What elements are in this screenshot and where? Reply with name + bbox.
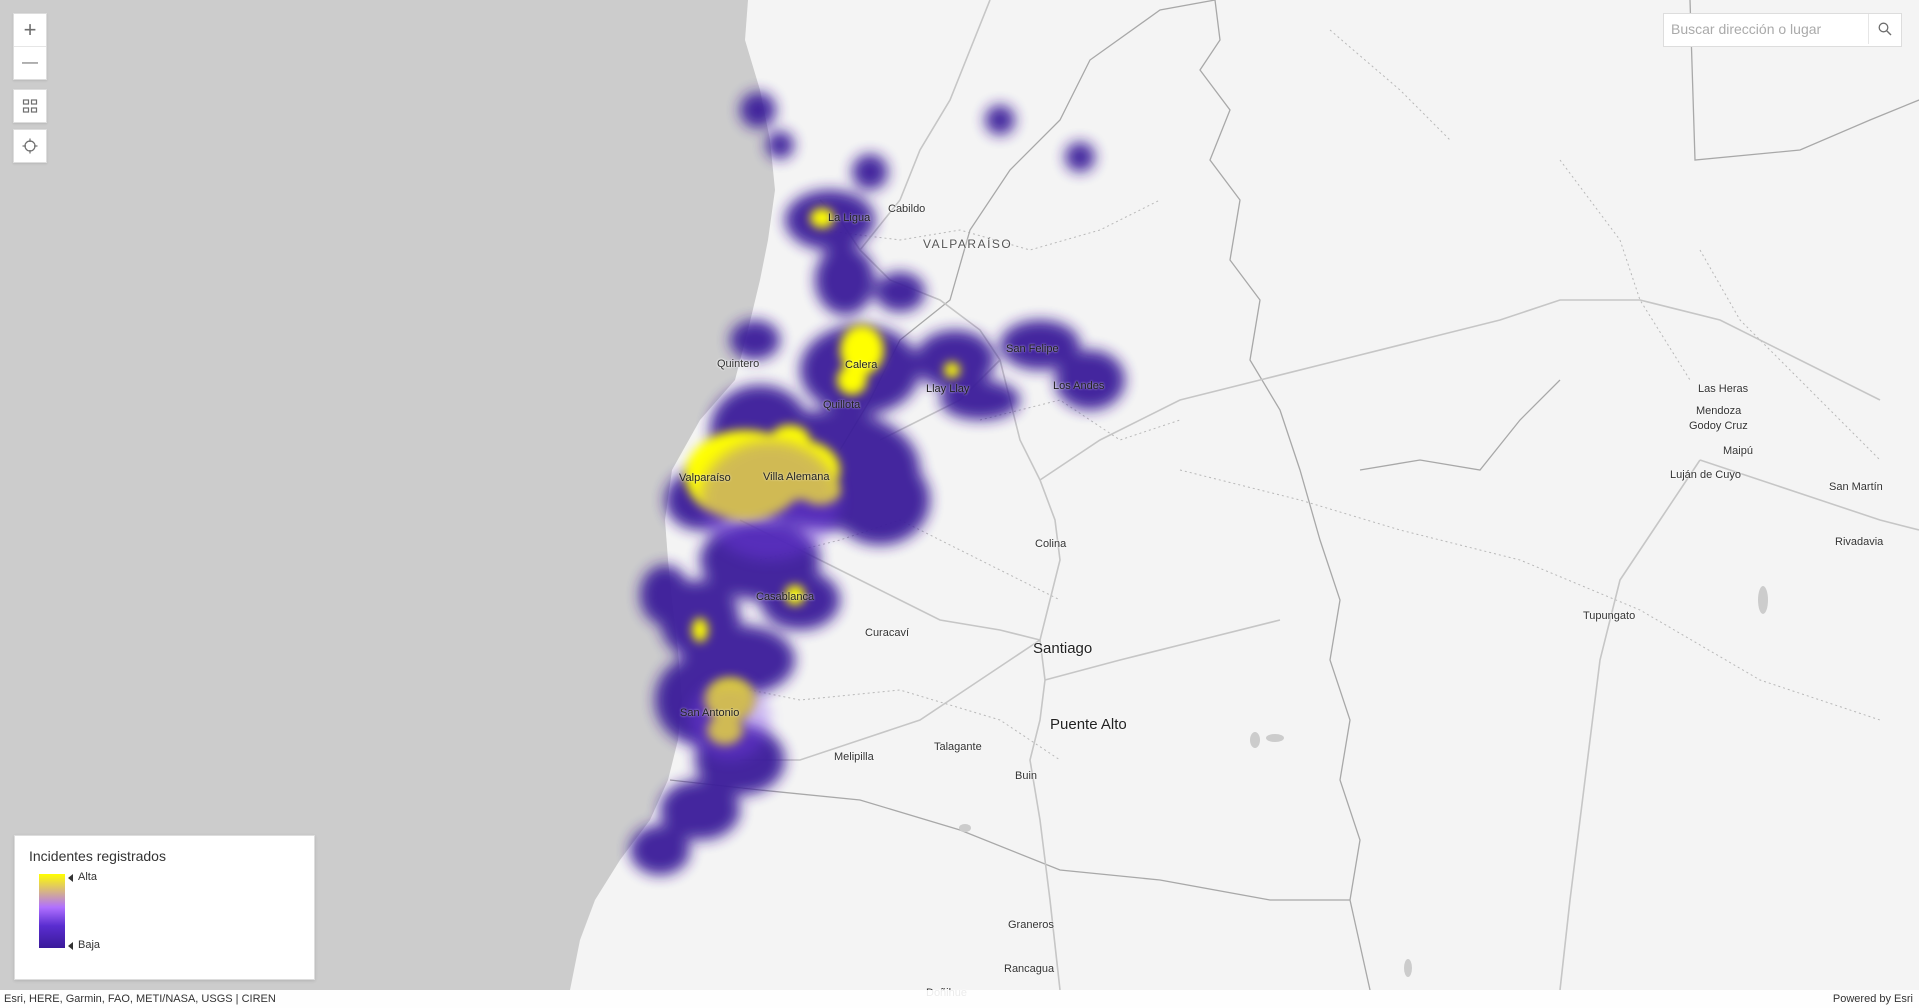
label-la-ligua: La Ligua [828, 212, 871, 224]
label-quintero: Quintero [717, 358, 760, 370]
legend-low-marker [68, 942, 73, 950]
legend-title: Incidentes registrados [29, 848, 166, 864]
zoom-in-button[interactable]: + [23, 17, 37, 42]
ocean [0, 0, 775, 990]
legend-color-ramp [39, 874, 65, 948]
search-button[interactable] [1868, 14, 1901, 44]
label-melipilla: Melipilla [834, 751, 874, 763]
basemap-gallery-button[interactable] [13, 89, 47, 123]
label-rancagua: Rancagua [1004, 963, 1055, 975]
search-icon [1878, 22, 1892, 36]
label-graneros: Graneros [1008, 919, 1054, 931]
label-santiago: Santiago [1033, 640, 1093, 657]
label-los-andes: Los Andes [1053, 380, 1105, 392]
legend-low-label: Baja [78, 939, 101, 951]
legend-high-marker [68, 874, 73, 882]
zoom-controls: + — [13, 13, 47, 80]
label-mendoza: Mendoza [1696, 405, 1742, 417]
label-lujan-de-cuyo: Luján de Cuyo [1670, 469, 1741, 481]
label-las-heras: Las Heras [1698, 383, 1749, 395]
lakes [959, 586, 1768, 977]
label-colina: Colina [1035, 538, 1067, 550]
grid-icon [22, 99, 38, 113]
label-maipu: Maipú [1723, 445, 1753, 457]
label-casablanca: Casablanca [756, 591, 815, 603]
attribution-sources[interactable]: Esri, HERE, Garmin, FAO, METI/NASA, USGS… [4, 993, 276, 1005]
label-llay-llay: Llay Llay [926, 383, 970, 395]
legend-panel: Incidentes registrados Alta Baja [14, 835, 315, 980]
locate-button[interactable] [13, 129, 47, 163]
legend-high-label: Alta [78, 871, 97, 883]
zoom-out-button[interactable]: — [14, 46, 46, 79]
label-godoy-cruz: Godoy Cruz [1689, 420, 1748, 432]
label-valparaiso: Valparaíso [679, 472, 731, 484]
attribution-bar: Esri, HERE, Garmin, FAO, METI/NASA, USGS… [0, 990, 1919, 1008]
label-rivadavia: Rivadavia [1835, 536, 1884, 548]
label-san-felipe: San Felipe [1006, 343, 1059, 355]
label-quillota: Quillota [823, 399, 861, 411]
label-talagante: Talagante [934, 741, 982, 753]
label-curacavi: Curacaví [865, 627, 910, 639]
label-cabildo: Cabildo [888, 203, 926, 215]
label-san-martin: San Martín [1829, 481, 1883, 493]
search-widget [1663, 13, 1902, 47]
search-input[interactable] [1664, 14, 1869, 44]
powered-by-esri[interactable]: Powered by Esri [1832, 993, 1913, 1005]
label-calera: Calera [845, 359, 878, 371]
label-san-antonio: San Antonio [680, 707, 740, 719]
label-buin: Buin [1015, 770, 1038, 782]
label-region-valparaiso: VALPARAÍSO [923, 237, 1013, 251]
crosshair-icon [22, 138, 38, 154]
label-tupungato: Tupungato [1583, 610, 1636, 622]
label-puente-alto: Puente Alto [1050, 716, 1127, 733]
label-villa-alemana: Villa Alemana [763, 471, 830, 483]
